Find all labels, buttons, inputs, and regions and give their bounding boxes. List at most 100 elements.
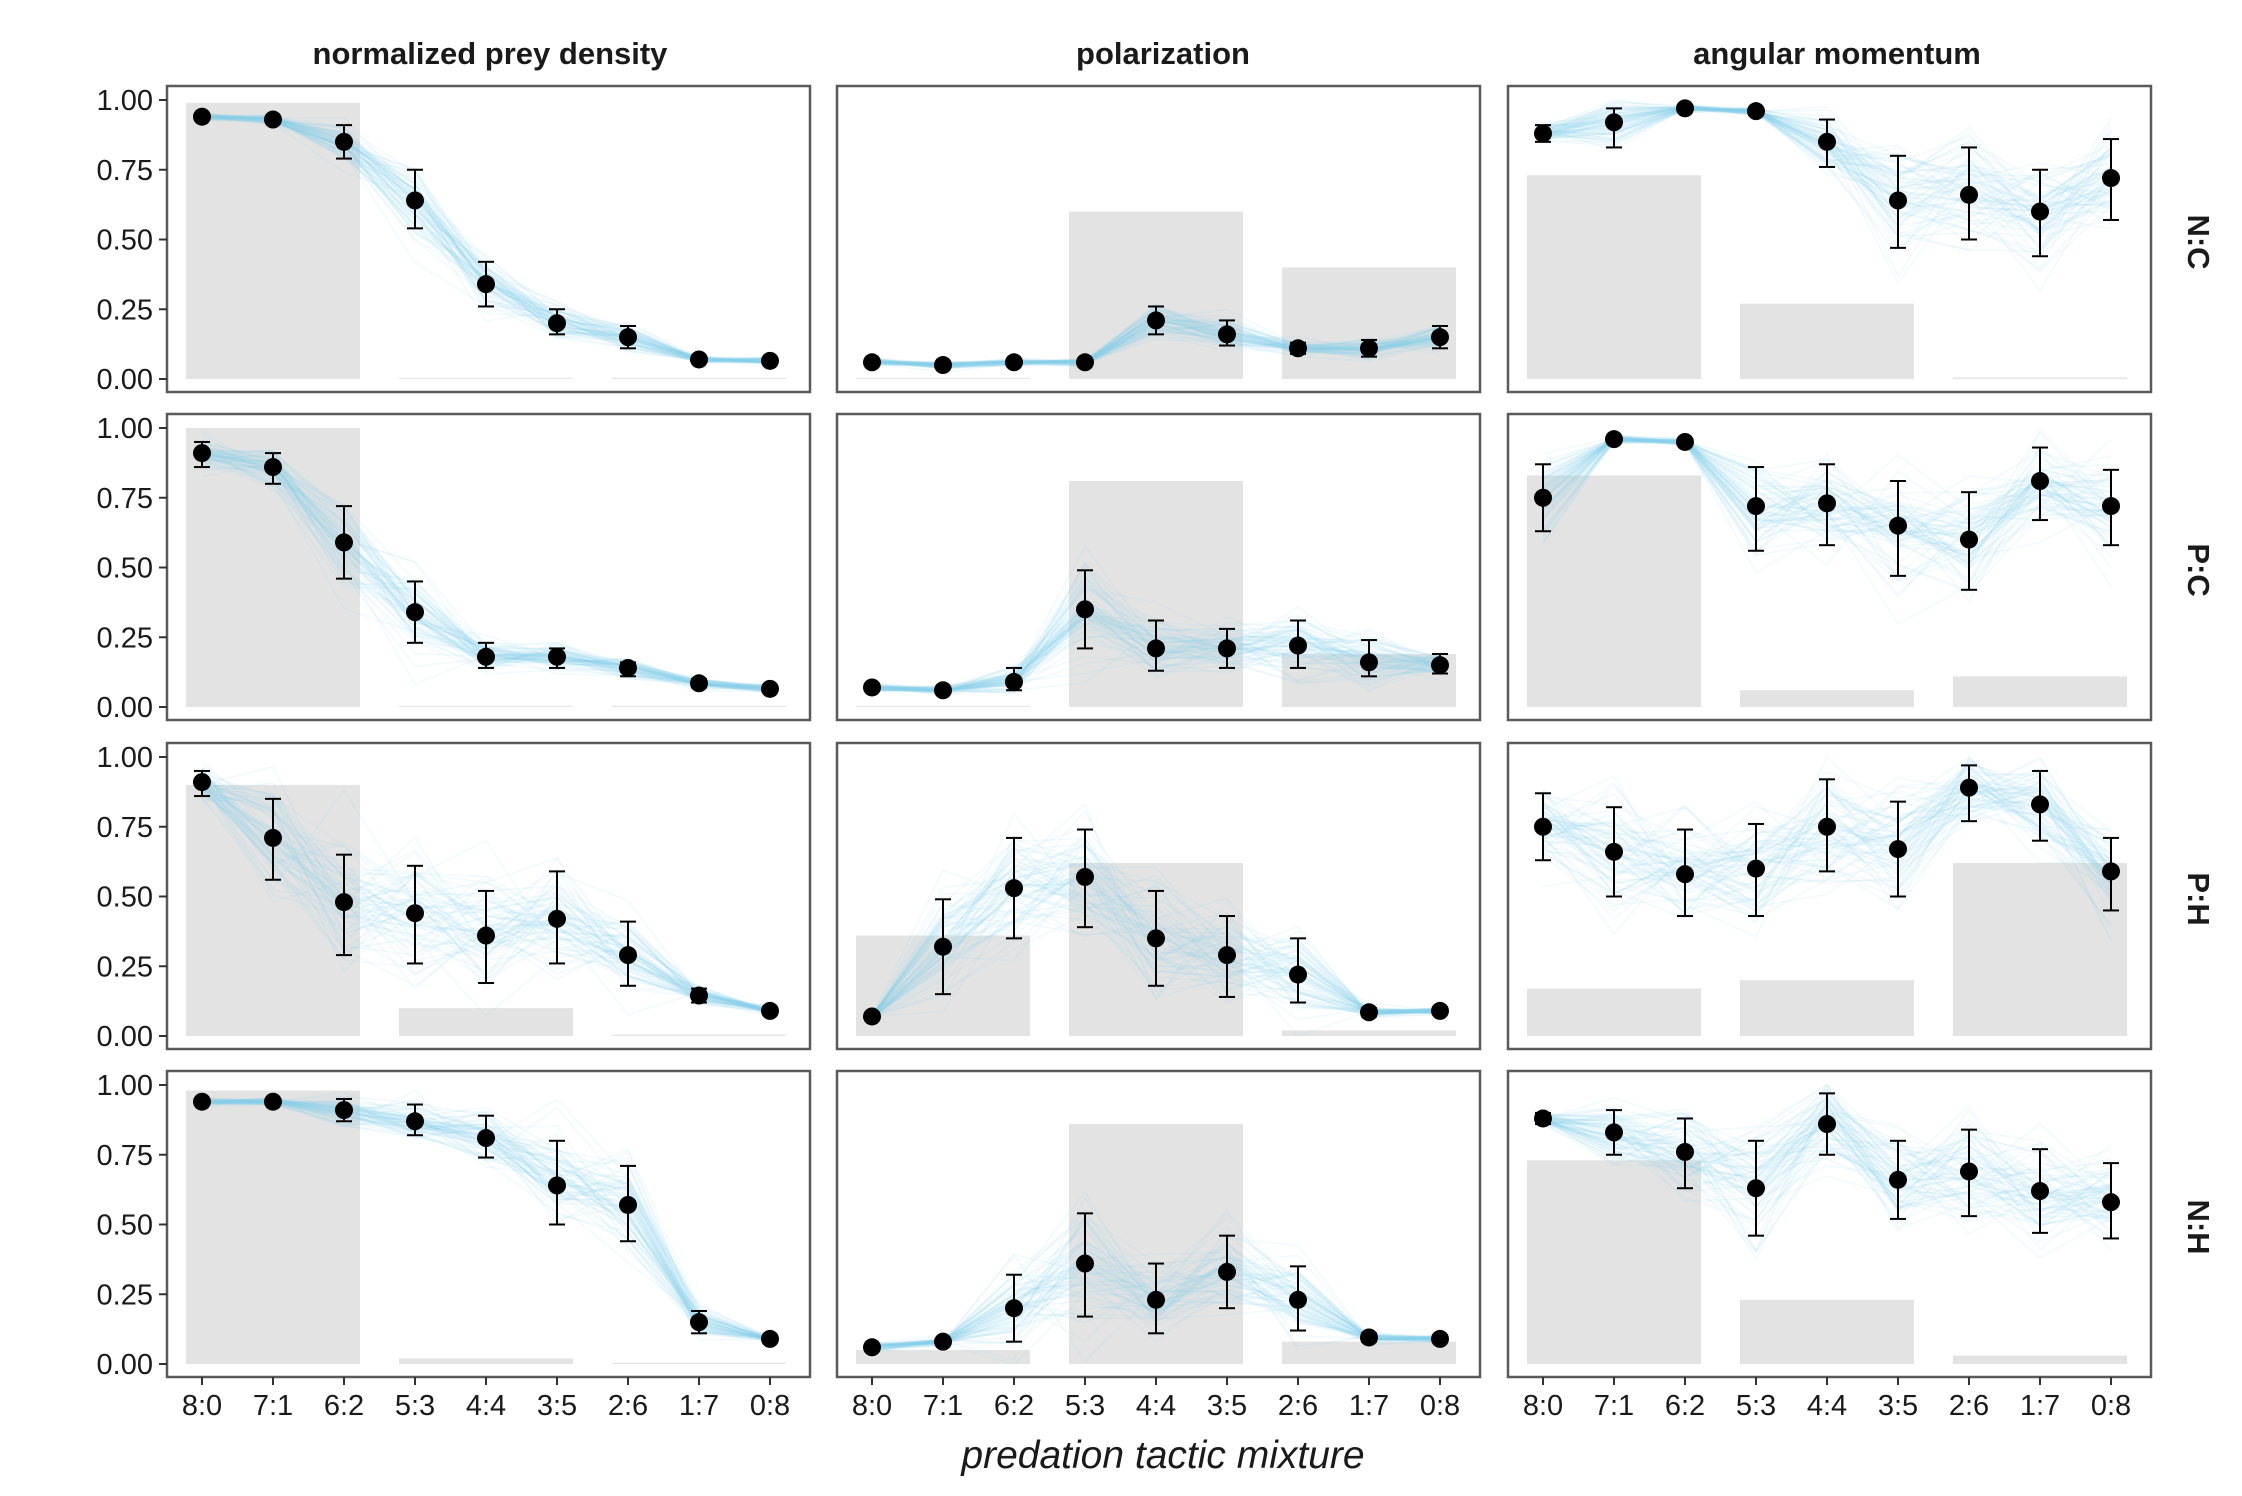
mean-point: [1534, 124, 1552, 143]
mean-point: [1360, 1328, 1378, 1347]
simulation-line: [201, 113, 771, 362]
y-tick-label: 0.25: [97, 1279, 153, 1311]
mean-point: [690, 1313, 708, 1332]
simulation-line: [201, 115, 771, 362]
y-tick-label: 1.00: [97, 413, 153, 445]
simulation-line: [1542, 100, 2112, 198]
mean-point: [406, 191, 424, 210]
background-bar: [186, 1090, 360, 1364]
mean-point: [2102, 169, 2120, 188]
mean-point: [1289, 636, 1307, 655]
panel-border: [1506, 741, 2153, 1051]
x-tick-label: 0:8: [750, 1390, 790, 1422]
simulation-line: [1542, 772, 2112, 885]
simulation-line: [201, 781, 771, 1014]
background-bar: [1740, 690, 1914, 707]
background-bar: [1953, 863, 2127, 1036]
simulation-line: [871, 587, 1441, 692]
panel-nh-0: [165, 1069, 812, 1379]
y-tick-label: 0.75: [97, 155, 153, 187]
simulation-line: [871, 862, 1441, 1018]
x-tick-label: 4:4: [1136, 1390, 1176, 1422]
simulation-line: [1542, 107, 2112, 220]
mean-point: [2031, 202, 2049, 221]
y-axis-row-1: 0.00 0.25 0.50 0.75 1.00: [97, 413, 167, 724]
panel-border: [1506, 412, 2153, 722]
simulation-line: [1542, 1084, 2112, 1206]
simulation-line: [871, 1278, 1441, 1347]
x-tick-label: 6:2: [1665, 1390, 1705, 1422]
panel-nc-1: [835, 84, 1482, 394]
simulation-line: [1542, 109, 2112, 216]
simulation-line: [1542, 1090, 2112, 1202]
mean-point: [1005, 353, 1023, 372]
panel-ph-1: [835, 741, 1482, 1051]
mean-point: [1431, 328, 1449, 347]
mean-point: [1676, 99, 1694, 118]
simulation-line: [201, 1099, 771, 1341]
mean-point: [1534, 817, 1552, 836]
background-bar: [399, 1008, 573, 1036]
mean-point: [2031, 1182, 2049, 1201]
simulation-line: [201, 1099, 771, 1339]
background-bar: [399, 1358, 573, 1364]
mean-point: [619, 658, 637, 677]
y-tick-label: 0.25: [97, 951, 153, 983]
mean-point: [1218, 325, 1236, 344]
panel-nc-0: [165, 84, 812, 394]
background-bar: [856, 1350, 1030, 1364]
panel-border: [835, 1069, 1482, 1379]
panels-layer: [165, 84, 2153, 1379]
background-bar: [612, 377, 786, 379]
column-label-prey-density: normalized prey density: [313, 36, 669, 71]
y-tick-label: 0.25: [97, 622, 153, 654]
x-axis-col-2: 8:0 7:1 6:2 5:3 4:4 3:5 2:6 1:7 0:8: [1523, 1377, 2131, 1422]
mean-point: [264, 1092, 282, 1111]
x-tick-label: 1:7: [1349, 1390, 1389, 1422]
x-tick-label: 8:0: [1523, 1390, 1563, 1422]
simulation-line: [201, 1100, 771, 1340]
mean-point: [619, 328, 637, 347]
simulation-line: [201, 1099, 771, 1340]
simulation-line: [1542, 438, 2112, 567]
mean-point: [548, 647, 566, 666]
mean-point: [1431, 1001, 1449, 1020]
mean-point: [761, 351, 779, 370]
background-bar: [1953, 377, 2127, 379]
x-tick-label: 3:5: [1207, 1390, 1247, 1422]
mean-point: [1076, 1254, 1094, 1273]
y-tick-label: 0.25: [97, 294, 153, 326]
simulation-line: [1542, 1084, 2112, 1226]
column-label-polarization: polarization: [1076, 36, 1250, 71]
mean-point: [1218, 946, 1236, 965]
background-bar: [856, 377, 1030, 379]
panel-pc-2: [1506, 412, 2153, 722]
background-bar: [1282, 267, 1456, 379]
x-tick-label: 2:6: [608, 1390, 648, 1422]
simulation-line: [871, 618, 1441, 688]
row-strip-labels: N:C P:C P:H N:H: [2181, 214, 2216, 1254]
simulation-line: [1542, 755, 2112, 910]
simulation-line: [871, 870, 1441, 1021]
mean-point: [1360, 1003, 1378, 1022]
simulation-line: [1542, 1119, 2112, 1212]
mean-point: [548, 314, 566, 333]
y-tick-label: 0.50: [97, 225, 153, 257]
simulation-line: [871, 868, 1441, 1017]
mean-point: [2102, 1193, 2120, 1212]
background-bar: [1527, 1160, 1701, 1364]
simulation-line: [201, 444, 771, 692]
mean-point: [761, 679, 779, 698]
mean-point: [193, 107, 211, 126]
simulation-line: [201, 454, 771, 690]
mean-point: [1076, 353, 1094, 372]
y-tick-label: 0.75: [97, 812, 153, 844]
simulation-line: [201, 767, 771, 1012]
simulation-line: [1542, 1083, 2112, 1253]
axes-layer: 0.00 0.25 0.50 0.75 1.00 0.00 0.25 0.50 0.75 1.00…: [97, 85, 2132, 1422]
simulation-line: [871, 871, 1441, 1017]
x-tick-label: 0:8: [1420, 1390, 1460, 1422]
mean-point: [1218, 1262, 1236, 1281]
x-tick-label: 3:5: [1878, 1390, 1918, 1422]
mean-point: [1960, 778, 1978, 797]
